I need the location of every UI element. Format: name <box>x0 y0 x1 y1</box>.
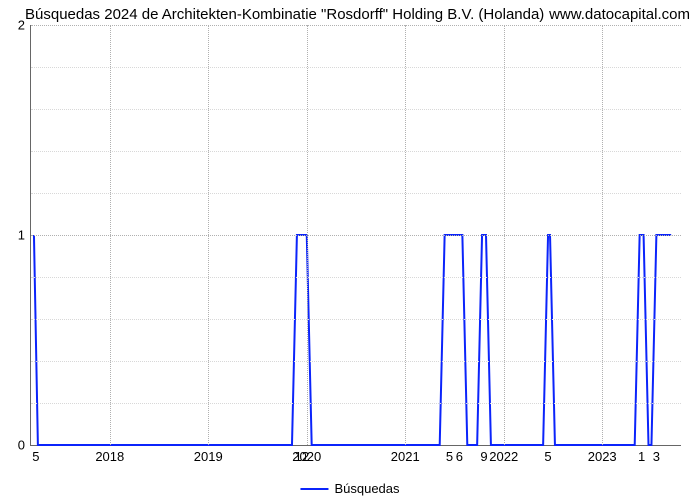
x-gridline <box>602 25 603 445</box>
y-minor-gridline <box>31 361 681 362</box>
peak-value-label: 1 <box>638 449 645 464</box>
y-tick-label: 2 <box>18 18 25 33</box>
x-gridline <box>405 25 406 445</box>
y-gridline <box>31 25 681 26</box>
x-tick-label: 2023 <box>588 449 617 464</box>
x-gridline <box>504 25 505 445</box>
y-minor-gridline <box>31 193 681 194</box>
y-minor-gridline <box>31 67 681 68</box>
x-gridline <box>208 25 209 445</box>
y-tick-label: 0 <box>18 438 25 453</box>
x-tick-label: 2022 <box>489 449 518 464</box>
x-tick-label: 2019 <box>194 449 223 464</box>
watermark-text: www.datocapital.com <box>549 6 690 23</box>
series-line <box>34 235 671 445</box>
y-minor-gridline <box>31 319 681 320</box>
y-gridline <box>31 235 681 236</box>
legend-label: Búsquedas <box>334 481 399 496</box>
peak-value-label: 9 <box>480 449 487 464</box>
y-minor-gridline <box>31 109 681 110</box>
y-minor-gridline <box>31 277 681 278</box>
plot-area: 012201820192020202120222023512569513 <box>30 25 681 446</box>
y-minor-gridline <box>31 403 681 404</box>
chart-title: Búsquedas 2024 de Architekten-Kombinatie… <box>25 6 544 23</box>
x-tick-label: 2021 <box>391 449 420 464</box>
legend-swatch <box>300 488 328 490</box>
peak-value-label: 3 <box>653 449 660 464</box>
peak-value-label: 5 <box>544 449 551 464</box>
x-tick-label: 2018 <box>95 449 124 464</box>
peak-value-label: 12 <box>295 449 309 464</box>
y-tick-label: 1 <box>18 228 25 243</box>
x-gridline <box>307 25 308 445</box>
y-minor-gridline <box>31 151 681 152</box>
peak-value-label: 5 <box>32 449 39 464</box>
legend: Búsquedas <box>300 481 399 496</box>
peak-value-label: 6 <box>456 449 463 464</box>
peak-value-label: 5 <box>446 449 453 464</box>
x-gridline <box>110 25 111 445</box>
